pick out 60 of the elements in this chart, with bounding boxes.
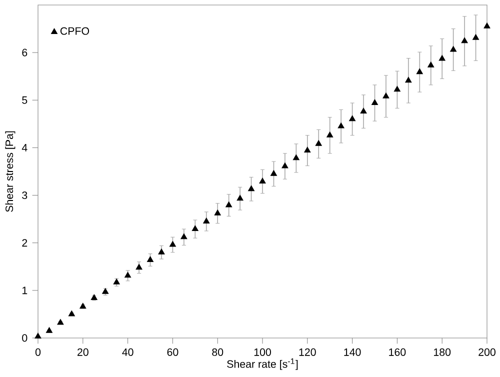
x-tick-label: 0: [35, 348, 41, 356]
point: [428, 62, 434, 68]
point: [203, 218, 210, 224]
point: [326, 132, 334, 138]
y-tick-label: 1: [22, 286, 28, 294]
y-tick-label: 5: [22, 96, 28, 104]
x-tick-label: 140: [344, 348, 361, 356]
y-tick-label: 4: [22, 144, 28, 152]
point: [416, 68, 423, 74]
y-tick-label: 6: [22, 48, 28, 56]
point: [360, 108, 367, 114]
point: [259, 178, 266, 184]
point: [46, 327, 52, 333]
point: [68, 310, 75, 316]
point: [180, 233, 188, 240]
point: [438, 55, 446, 61]
x-tick-label: 180: [434, 348, 451, 356]
point: [338, 122, 344, 128]
x-tick-label: 160: [389, 348, 406, 356]
x-tick-label: 40: [122, 348, 134, 356]
point: [484, 22, 490, 28]
x-tick-label: 20: [78, 348, 88, 356]
x-axis-title: Shear rate [s$^{-1}$]: [227, 358, 298, 370]
point: [146, 256, 154, 262]
point: [124, 272, 132, 278]
point: [136, 264, 142, 270]
y-tick-label: 3: [22, 192, 28, 200]
point: [57, 319, 64, 325]
point: [349, 115, 356, 122]
legend-label: CPFO: [60, 27, 90, 35]
point: [405, 76, 412, 83]
point: [282, 162, 288, 168]
x-tick-label: 80: [212, 348, 224, 356]
point: [113, 278, 120, 284]
x-tick-label: 60: [167, 348, 178, 356]
point: [472, 34, 480, 40]
point: [34, 332, 42, 339]
y-tick-label: 2: [22, 239, 28, 247]
point: [371, 99, 378, 105]
point: [304, 146, 311, 153]
x-tick-label: 120: [299, 348, 316, 356]
point: [248, 185, 255, 192]
point: [214, 210, 221, 216]
point: [450, 46, 457, 52]
point: [169, 241, 176, 247]
point: [315, 140, 322, 146]
x-tick-label: 200: [478, 348, 496, 356]
x-tick-label: 100: [254, 348, 271, 356]
y-tick-label: 0: [22, 334, 28, 342]
point: [394, 86, 400, 92]
point: [192, 225, 198, 232]
point: [292, 154, 300, 160]
point: [270, 170, 277, 176]
point: [226, 202, 232, 208]
point: [236, 194, 244, 201]
point: [158, 248, 165, 254]
point: [382, 92, 390, 98]
point: [461, 37, 468, 44]
y-axis-title: Shear stress [Pa]: [5, 131, 16, 212]
point: [102, 288, 109, 294]
